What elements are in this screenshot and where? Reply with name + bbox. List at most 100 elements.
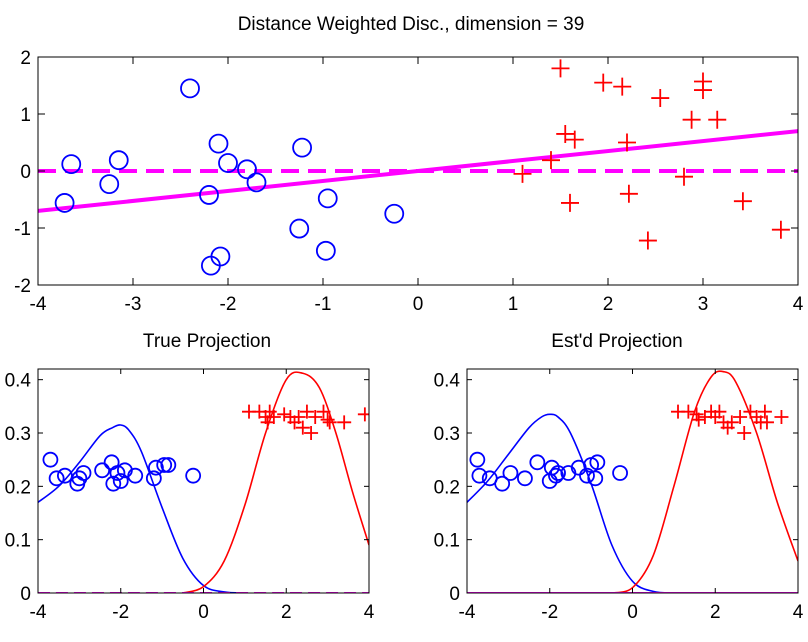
class2-point	[757, 404, 772, 419]
class2-point	[759, 415, 774, 430]
class2-point	[708, 110, 727, 129]
class2-point	[551, 59, 570, 78]
class2-point	[308, 410, 323, 424]
class2-point	[594, 73, 613, 92]
class2-point	[357, 407, 369, 422]
x-tick-label: 0	[627, 602, 638, 623]
class1-point	[54, 193, 75, 213]
y-tick-label: -2	[14, 276, 31, 297]
y-tick-label: -1	[14, 219, 31, 240]
class2-point	[712, 404, 727, 419]
class1-density-curve	[38, 424, 245, 593]
class1-point	[315, 240, 336, 261]
class1-point	[210, 246, 231, 267]
class2-point	[651, 89, 670, 108]
class2-point	[542, 151, 560, 170]
class1-point	[469, 451, 486, 468]
class1-point	[56, 467, 73, 484]
class2-point	[771, 220, 790, 239]
axes-frame	[37, 368, 370, 594]
class1-point	[289, 218, 310, 239]
plot-area	[38, 59, 798, 276]
class1-point	[148, 459, 164, 476]
y-tick-label: 0.4	[434, 371, 461, 392]
class2-point	[322, 415, 337, 430]
y-tick-label: 0	[449, 584, 460, 605]
scatter-title: Distance Weighted Disc., dimension = 39	[238, 14, 585, 35]
x-tick-label: -3	[125, 294, 142, 315]
class2-point	[320, 412, 335, 427]
class2-point	[291, 410, 306, 424]
x-tick-label: 4	[793, 294, 804, 315]
x-tick-label: -2	[112, 602, 129, 623]
class2-point	[277, 407, 292, 422]
class2-point	[691, 412, 706, 427]
class2-point	[295, 420, 310, 435]
class1-point	[494, 475, 511, 492]
class2-point	[316, 404, 331, 419]
x-tick-label: -4	[30, 602, 47, 623]
class1-point	[48, 470, 65, 487]
class1-point	[587, 470, 604, 487]
class1-point	[112, 473, 129, 489]
class1-point	[317, 188, 338, 209]
class1-point	[517, 470, 533, 487]
class2-density-curve	[182, 371, 369, 593]
y-tick-label: 0.3	[434, 424, 460, 445]
class2-point	[299, 404, 314, 419]
class1-point	[246, 172, 267, 193]
class1-point	[529, 454, 546, 471]
scatter-panel: Distance Weighted Disc., dimension = 39 …	[14, 14, 804, 315]
class2-point	[638, 231, 657, 250]
x-tick-label: 0	[198, 602, 209, 623]
class1-point	[127, 467, 144, 484]
x-tick-label: 2	[281, 602, 292, 623]
class1-point	[292, 137, 313, 158]
class1-point	[103, 454, 120, 471]
class2-point	[304, 426, 319, 440]
class2-point	[737, 426, 752, 440]
x-tick-label: 4	[364, 602, 375, 623]
x-tick-label: 2	[710, 602, 721, 623]
axes-frame	[466, 368, 799, 594]
class1-point	[612, 465, 628, 481]
x-tick-label: 0	[413, 294, 424, 315]
class1-point	[61, 154, 82, 175]
y-tick-label: 0.1	[5, 531, 31, 552]
class1-point	[160, 457, 177, 473]
class1-point	[502, 465, 519, 481]
y-tick-label: 0.2	[434, 477, 460, 498]
class2-point	[774, 410, 789, 424]
class2-point	[613, 77, 632, 96]
class1-point	[199, 185, 219, 205]
x-tick-label: 2	[603, 294, 614, 315]
plot-area	[38, 371, 369, 593]
class1-point	[570, 459, 587, 476]
class2-point	[337, 415, 352, 430]
x-tick-label: 4	[793, 602, 804, 623]
class2-point	[619, 184, 638, 203]
class2-point	[675, 167, 693, 186]
y-tick-label: 0.1	[434, 531, 460, 552]
true-projection-title: True Projection	[143, 331, 271, 352]
x-tick-label: -4	[459, 602, 476, 623]
y-tick-label: 0.4	[5, 371, 32, 392]
class1-point	[471, 467, 488, 484]
class2-point	[618, 133, 636, 152]
class1-point	[108, 150, 129, 171]
class1-point	[208, 133, 229, 154]
class1-point	[180, 78, 200, 99]
class1-point	[589, 454, 606, 471]
x-tick-label: -2	[541, 602, 558, 623]
class2-point	[266, 410, 281, 424]
class1-point	[550, 465, 566, 481]
class1-point	[237, 159, 257, 180]
x-tick-label: -4	[30, 294, 47, 315]
class2-density-curve	[611, 370, 798, 593]
class1-point	[94, 462, 111, 479]
class1-point	[105, 475, 122, 492]
class2-point	[561, 193, 579, 212]
class1-density-curve	[467, 413, 674, 593]
class1-point	[71, 470, 88, 487]
